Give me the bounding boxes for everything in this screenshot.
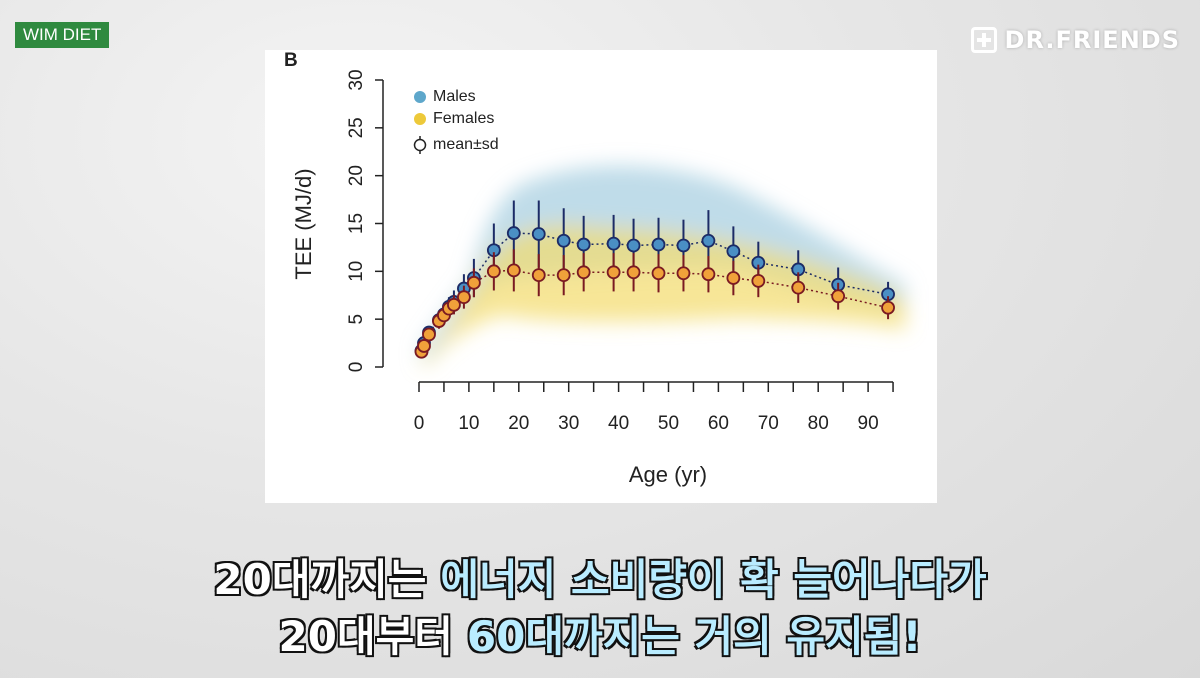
x-tick-label: 80 xyxy=(808,413,829,434)
legend-swatch xyxy=(414,113,426,125)
y-tick-label: 10 xyxy=(346,261,367,282)
mean-marker xyxy=(701,233,716,248)
x-tick-label: 30 xyxy=(558,413,579,434)
logo-icon xyxy=(970,27,997,53)
y-tick-label: 30 xyxy=(346,69,367,90)
mean-marker xyxy=(556,268,571,283)
mean-marker xyxy=(606,265,621,280)
legend-label: mean±sd xyxy=(433,136,499,153)
mean-marker xyxy=(606,236,621,251)
legend-label: Females xyxy=(433,110,494,127)
x-tick-label: 10 xyxy=(458,413,479,434)
mean-marker xyxy=(881,300,895,315)
caption-text: 20대부터 xyxy=(277,611,453,662)
caption-text: 20대까지는 xyxy=(212,554,427,605)
mean-marker xyxy=(791,280,806,295)
logo-text: DR.FRIENDS xyxy=(1004,26,1180,54)
y-tick-label: 20 xyxy=(346,165,367,186)
panel-label: B xyxy=(284,50,298,71)
x-tick-label: 90 xyxy=(858,413,879,434)
mean-marker xyxy=(726,271,741,285)
legend-swatch xyxy=(413,138,427,152)
x-tick-label: 20 xyxy=(508,413,529,434)
mean-marker xyxy=(466,275,481,290)
mean-marker xyxy=(701,267,716,282)
caption-line: 20대부터 60대까지는 거의 유지됨! xyxy=(0,603,1200,664)
mean-marker xyxy=(626,238,641,253)
mean-marker xyxy=(556,233,571,248)
y-tick-label: 0 xyxy=(346,362,367,373)
mean-marker xyxy=(457,290,471,305)
mean-marker xyxy=(417,339,431,353)
badge: WIM DIET xyxy=(15,22,110,48)
mean-marker xyxy=(447,297,461,312)
y-tick-label: 5 xyxy=(346,314,367,325)
caption-line: 20대까지는 에너지 소비량이 확 늘어나다가 xyxy=(0,546,1200,607)
x-axis-label: Age (yr) xyxy=(629,462,707,487)
mean-marker xyxy=(831,289,846,304)
y-axis-label: TEE (MJ/d) xyxy=(291,168,316,279)
x-tick-label: 0 xyxy=(414,413,425,434)
mean-marker xyxy=(676,266,691,281)
x-tick-label: 70 xyxy=(758,413,779,434)
logo: DR.FRIENDS xyxy=(970,26,1180,54)
x-tick-label: 40 xyxy=(608,413,629,434)
mean-marker xyxy=(651,266,666,281)
caption-highlight: 60대까지는 거의 유지됨! xyxy=(466,611,923,662)
mean-marker xyxy=(486,264,501,279)
mean-marker xyxy=(651,237,666,252)
x-tick-label: 60 xyxy=(708,413,729,434)
x-tick-label: 50 xyxy=(658,413,679,434)
mean-marker xyxy=(531,268,546,283)
point-cloud xyxy=(420,165,905,368)
mean-marker xyxy=(576,265,591,280)
legend-swatch xyxy=(414,91,426,103)
y-tick-label: 15 xyxy=(346,213,367,234)
mean-marker xyxy=(506,263,521,278)
mean-marker xyxy=(626,265,641,280)
mean-marker xyxy=(422,327,436,342)
legend-label: Males xyxy=(433,88,476,105)
mean-marker xyxy=(506,226,521,240)
mean-marker xyxy=(726,244,741,259)
mean-marker xyxy=(531,227,546,241)
mean-marker xyxy=(676,238,691,253)
mean-marker xyxy=(751,273,766,288)
y-tick-label: 25 xyxy=(346,117,367,138)
mean-marker xyxy=(576,237,591,252)
caption-highlight: 에너지 소비량이 확 늘어나다가 xyxy=(439,554,987,605)
